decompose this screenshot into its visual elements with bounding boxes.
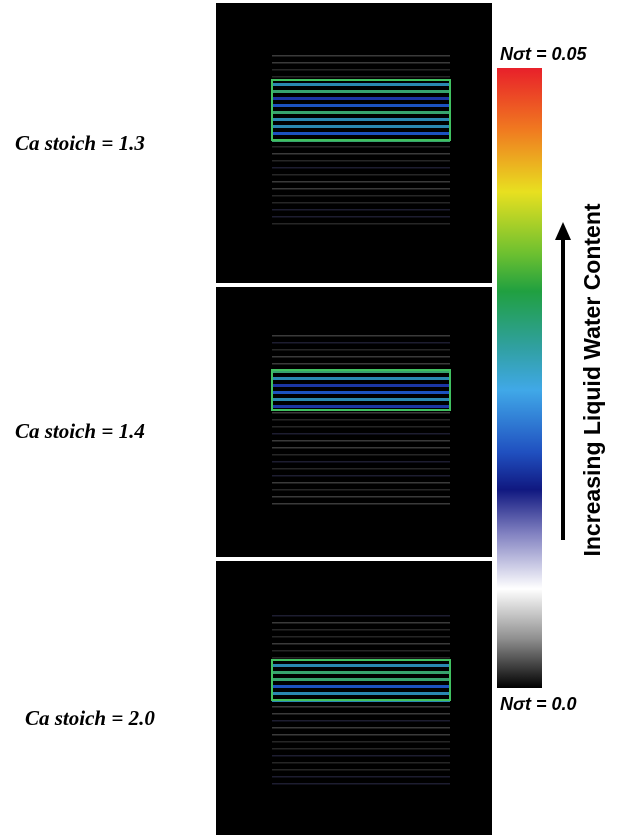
channel-texture [272,132,450,135]
colorbar [497,68,542,688]
channel-texture [272,69,450,71]
channel-texture [272,412,450,414]
channel-texture [272,209,450,211]
serpentine-outline [271,79,451,141]
channel-texture [272,125,450,128]
channel-texture [272,678,450,681]
channel-texture [272,664,450,667]
channel-texture [272,223,450,225]
channel-texture [272,468,450,470]
channel-texture [272,755,450,757]
channel-texture [272,370,450,373]
channel-texture [272,167,450,169]
channel-texture [272,216,450,218]
channel-texture [272,762,450,764]
channel-texture [272,97,450,100]
channel-texture [272,349,450,351]
channel-texture [272,55,450,57]
arrow-head [555,222,571,240]
channel-texture [272,104,450,107]
channel-texture [272,503,450,505]
channel-texture [272,377,450,380]
panel [216,561,492,835]
channel-texture [272,734,450,736]
channel-texture [272,405,450,408]
channel-texture [272,398,450,401]
channel-texture [272,776,450,778]
channel-texture [272,440,450,442]
channel-texture [272,657,450,659]
channel-texture [272,384,450,387]
channel-texture [272,76,450,78]
channel-texture [272,706,450,708]
channel-texture [272,111,450,114]
channel-texture [272,356,450,358]
channel-texture [272,671,450,674]
panel [216,3,492,283]
channel-texture [272,195,450,197]
channel-texture [272,496,450,498]
channel-texture [272,636,450,638]
channel-texture [272,783,450,785]
channel-texture [272,181,450,183]
channel-texture [272,146,450,148]
channel-texture [272,692,450,695]
channel-texture [272,741,450,743]
channel-texture [272,447,450,449]
channel-texture [272,489,450,491]
colorbar-axis-label: Increasing Liquid Water Content [579,203,605,556]
channel-texture [272,433,450,435]
channel-texture [272,643,450,645]
channel-texture [272,419,450,421]
channel-texture [272,342,450,344]
serpentine-outline [271,369,451,411]
channel-texture [272,720,450,722]
channel-texture [272,174,450,176]
channel-texture [272,713,450,715]
channel-texture [272,83,450,86]
channel-texture [272,685,450,688]
image-panels [216,3,492,835]
panel [216,287,492,557]
channel-texture [272,363,450,365]
channel-texture [272,426,450,428]
channel-texture [272,118,450,121]
channel-texture [272,622,450,624]
channel-texture [272,454,450,456]
panel-label: Ca stoich = 2.0 [25,706,155,730]
panel-label: Ca stoich = 1.3 [15,131,145,155]
channel-texture [272,202,450,204]
colorbar-max-label: Nσt = 0.05 [500,44,587,64]
channel-texture [272,482,450,484]
channel-texture [272,391,450,394]
panel-label: Ca stoich = 1.4 [15,419,145,443]
channel-texture [272,62,450,64]
channel-texture [272,727,450,729]
channel-texture [272,461,450,463]
serpentine-outline [271,659,451,701]
channel-texture [272,90,450,93]
channel-texture [272,153,450,155]
channel-texture [272,769,450,771]
channel-texture [272,475,450,477]
colorbar-min-label: Nσt = 0.0 [500,694,576,714]
channel-texture [272,615,450,617]
channel-texture [272,748,450,750]
channel-texture [272,335,450,337]
channel-texture [272,160,450,162]
channel-texture [272,650,450,652]
channel-texture [272,629,450,631]
channel-texture [272,188,450,190]
